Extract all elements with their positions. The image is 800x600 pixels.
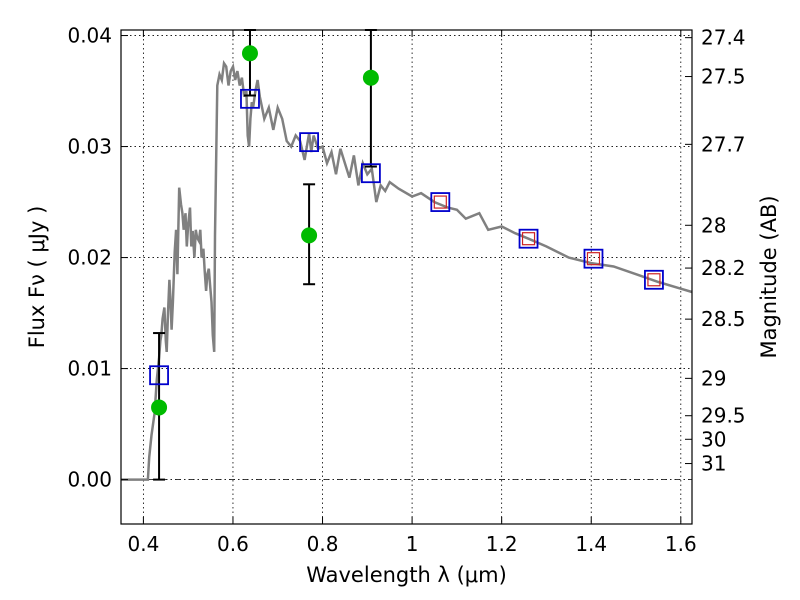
x-tick-label: 0.4 (127, 532, 159, 556)
model-band-point (149, 365, 169, 386)
model-band-point (430, 192, 451, 212)
model-band-point (644, 269, 664, 290)
observed-point (241, 45, 258, 62)
x-tick-label: 0.6 (217, 532, 249, 556)
model-band-point (240, 88, 260, 109)
mag-tick-label: 28.2 (701, 256, 746, 280)
y-tick-label: 0.00 (67, 468, 112, 492)
model-band-inner-point (433, 195, 447, 209)
mag-tick-label: 28 (701, 213, 726, 237)
model-spectrum-line (121, 59, 693, 481)
x-tick-label: 1.4 (575, 532, 607, 556)
mag-tick-label: 29 (701, 366, 726, 390)
observed-point (151, 399, 168, 416)
x-axis-ticks: 0.4 0.6 0.8 1 1.2 1.4 1.6 (127, 30, 697, 556)
errorbars (153, 29, 377, 481)
plot-area (121, 29, 693, 481)
y-axis-ticks: 0.00 0.01 0.02 0.03 0.04 (67, 24, 128, 492)
mag-tick-label: 27.4 (701, 26, 746, 50)
plot-frame (120, 29, 693, 525)
model-band-inner-point (586, 252, 601, 266)
model-band-inner-point (521, 232, 536, 246)
model-band-point (360, 163, 381, 184)
model-band-boxes (149, 88, 664, 386)
observed-point (362, 69, 379, 86)
x-tick-label: 1.6 (665, 532, 697, 556)
mag-tick-label: 27.5 (701, 65, 746, 89)
observed-points (151, 45, 379, 416)
y-tick-label: 0.01 (67, 357, 112, 381)
model-band-point (518, 228, 539, 249)
x-tick-label: 0.8 (307, 532, 339, 556)
x-axis-title: Wavelength λ (μm) (306, 563, 507, 587)
model-band-point (583, 248, 604, 269)
x-tick-label: 1 (406, 532, 419, 556)
mag-tick-label: 30 (701, 427, 726, 451)
mag-tick-label: 31 (701, 452, 726, 476)
observed-point (301, 227, 318, 244)
y-axis-title: Flux Fν ( μJy ) (25, 206, 49, 349)
mag-tick-label: 29.5 (701, 404, 746, 428)
x-tick-label: 1.2 (486, 532, 518, 556)
mag-tick-label: 28.5 (701, 307, 746, 331)
mag-tick-label: 27.7 (701, 132, 746, 156)
magnitude-axis-title: Magnitude (AB) (757, 195, 781, 358)
model-band-inner-point (647, 273, 661, 287)
y-tick-label: 0.02 (67, 246, 112, 270)
y-tick-label: 0.04 (67, 24, 112, 48)
y-tick-label: 0.03 (67, 135, 112, 159)
model-band-point (299, 132, 319, 153)
